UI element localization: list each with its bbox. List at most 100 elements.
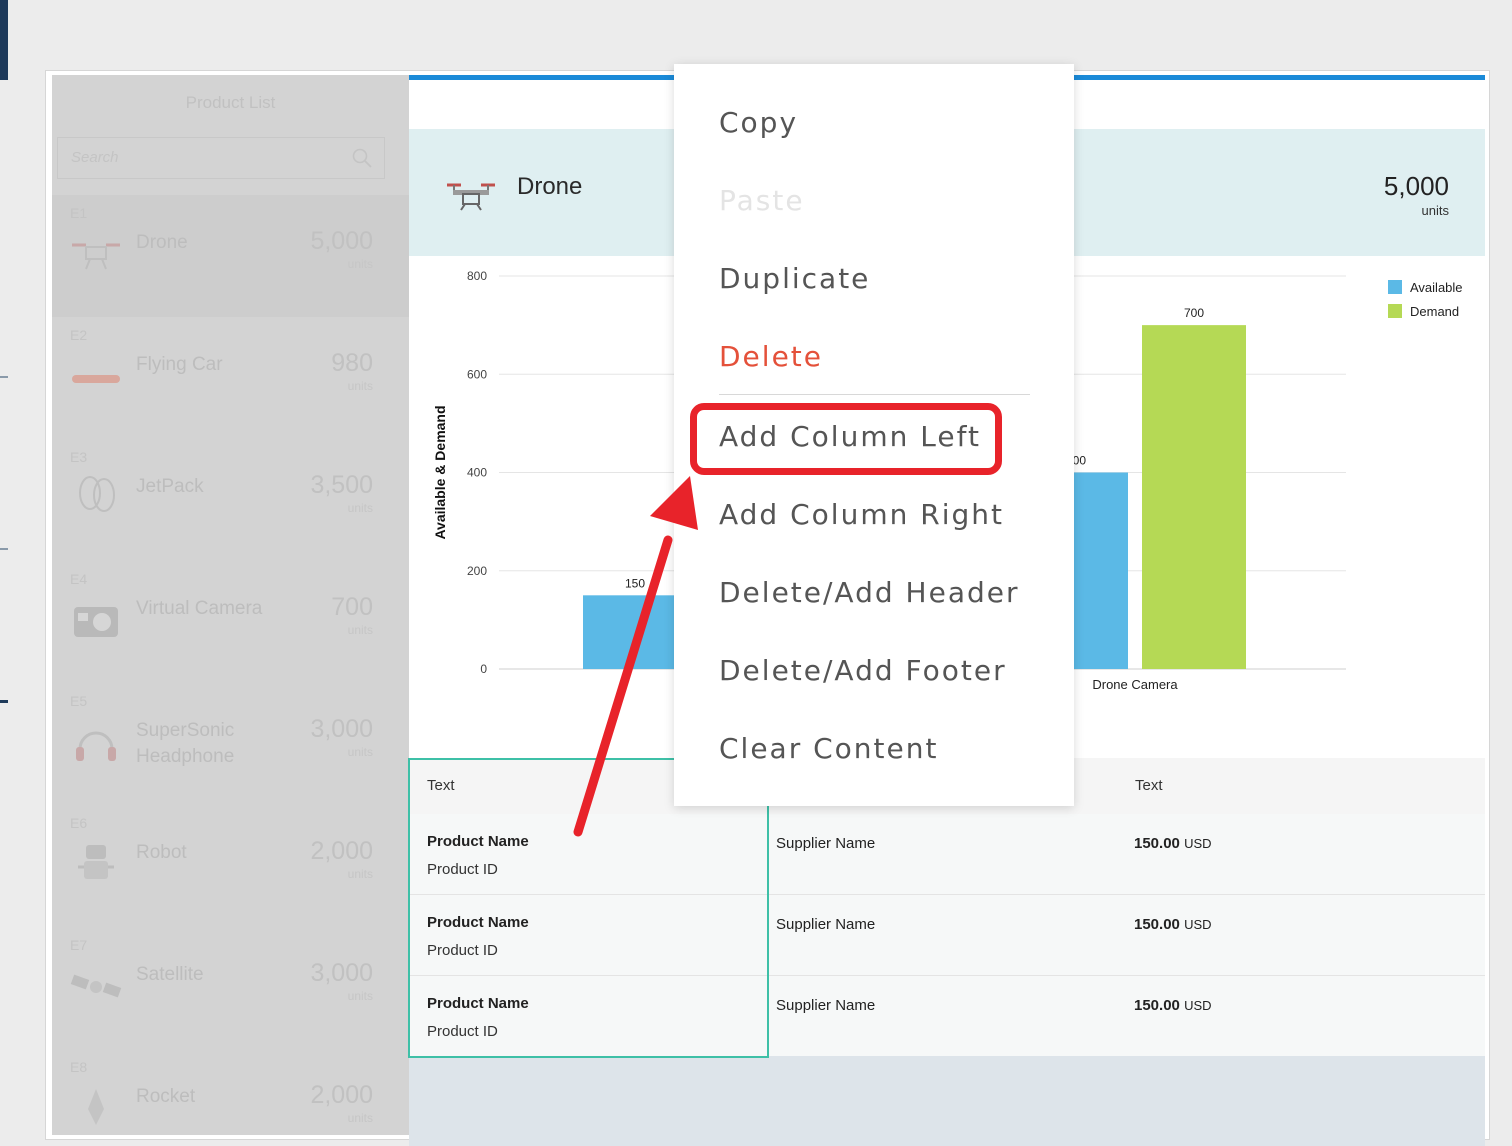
item-unit: units [347,257,373,271]
item-qty: 980 [331,349,373,377]
menu-item-paste[interactable]: Paste [719,184,805,217]
context-menu: Copy Paste Duplicate Delete Add Column L… [674,64,1074,806]
product-name: Product Name [427,995,529,1012]
column-header[interactable]: Text [1135,777,1163,794]
list-item[interactable]: E8 Rocket 2,000 units [52,1049,409,1135]
menu-item-duplicate[interactable]: Duplicate [719,262,871,295]
bar-available [583,595,687,669]
item-code: E5 [70,693,88,709]
data-label: 700 [1184,306,1204,320]
menu-item-add-column-left[interactable]: Add Column Left [719,420,981,453]
item-code: E3 [70,449,88,465]
search-placeholder: Search [71,149,119,166]
supplier-name: Supplier Name [776,916,876,933]
item-qty: 3,000 [310,715,373,743]
highlight-box [690,403,1002,475]
menu-item-clear-content[interactable]: Clear Content [719,732,939,765]
menu-item-delete-add-footer[interactable]: Delete/Add Footer [719,654,1007,687]
list-item[interactable]: E7 Satellite 3,000 units [52,927,409,1049]
legend-swatch [1388,304,1402,318]
rocket-icon [88,1089,104,1125]
item-unit: units [347,867,373,881]
y-tick-label: 0 [480,662,487,676]
menu-item-copy[interactable]: Copy [719,106,799,139]
list-item[interactable]: E2 Flying Car 980 units [52,317,409,439]
product-qty: 5,000 [1383,171,1449,201]
item-unit: units [347,623,373,637]
item-qty: 3,000 [310,959,373,987]
edge-divider [0,700,8,703]
product-unit: units [1421,203,1449,218]
item-unit: units [347,379,373,393]
item-code: E7 [70,937,88,953]
drone-icon [447,183,495,211]
price-value: 150.00 [1134,916,1180,933]
sidebar-title: Product List [185,93,276,112]
currency: USD [1184,836,1212,851]
menu-item-add-column-right[interactable]: Add Column Right [719,498,1004,531]
currency: USD [1184,917,1212,932]
table-footer-area [409,1056,1485,1146]
x-tick-label: Drone Camera [1092,677,1178,692]
item-qty: 2,000 [310,1081,373,1109]
y-tick-label: 200 [467,564,487,578]
y-tick-label: 600 [467,367,487,381]
robot-icon [78,845,114,879]
table-row[interactable]: Product Name Product ID Supplier Name 15… [409,895,1485,976]
product-id: Product ID [427,1023,498,1040]
item-name: Virtual Camera [136,598,263,619]
item-code: E4 [70,571,88,587]
y-tick-label: 400 [467,466,487,480]
list-item[interactable]: E5 SuperSonic Headphone 3,000 units [52,683,409,805]
legend-label: Available [1410,280,1463,295]
legend-label: Demand [1410,304,1459,319]
search-input[interactable]: Search [57,137,385,179]
price: 150.00 USD [1134,916,1212,933]
table-row[interactable]: Product Name Product ID Supplier Name 15… [409,976,1485,1057]
item-name: Satellite [136,964,204,985]
item-name: JetPack [136,476,204,497]
window-edge [0,0,8,80]
flying-car-icon [72,375,120,383]
supplier-name: Supplier Name [776,997,876,1014]
drone-icon [72,243,120,270]
jetpack-icon [79,476,115,512]
product-id: Product ID [427,942,498,959]
legend-swatch [1388,280,1402,294]
list-item[interactable]: E1 Drone 5,000 units [52,195,409,317]
product-name: Product Name [427,833,529,850]
y-axis-label: Available & Demand [432,405,448,539]
headphone-icon [76,731,116,761]
menu-item-delete-add-header[interactable]: Delete/Add Header [719,576,1020,609]
list-item[interactable]: E4 Virtual Camera 700 units [52,561,409,683]
item-qty: 2,000 [310,837,373,865]
product-list-sidebar: Product List Search E1 Drone 5,000 units… [52,75,409,1135]
currency: USD [1184,998,1212,1013]
price-value: 150.00 [1134,997,1180,1014]
item-unit: units [347,745,373,759]
product-name: Product Name [427,914,529,931]
menu-divider [719,394,1030,395]
edge-divider [0,376,8,378]
price: 150.00 USD [1134,997,1212,1014]
item-qty: 5,000 [310,227,373,255]
menu-item-delete[interactable]: Delete [719,340,823,373]
data-label: 150 [625,576,645,590]
column-header[interactable]: Text [427,777,455,794]
camera-icon [74,607,118,637]
item-qty: 700 [331,593,373,621]
item-code: E8 [70,1059,88,1075]
supplier-name: Supplier Name [776,835,876,852]
list-item[interactable]: E3 JetPack 3,500 units [52,439,409,561]
item-name: Flying Car [136,354,223,375]
item-name: Drone [136,232,188,253]
product-title: Drone [517,173,583,200]
price: 150.00 USD [1134,835,1212,852]
search-icon[interactable] [352,148,372,168]
list-item[interactable]: E6 Robot 2,000 units [52,805,409,927]
item-code: E2 [70,327,88,343]
item-name: Rocket [136,1086,196,1107]
satellite-icon [70,974,122,998]
y-tick-label: 800 [467,269,487,283]
item-unit: units [347,1111,373,1125]
